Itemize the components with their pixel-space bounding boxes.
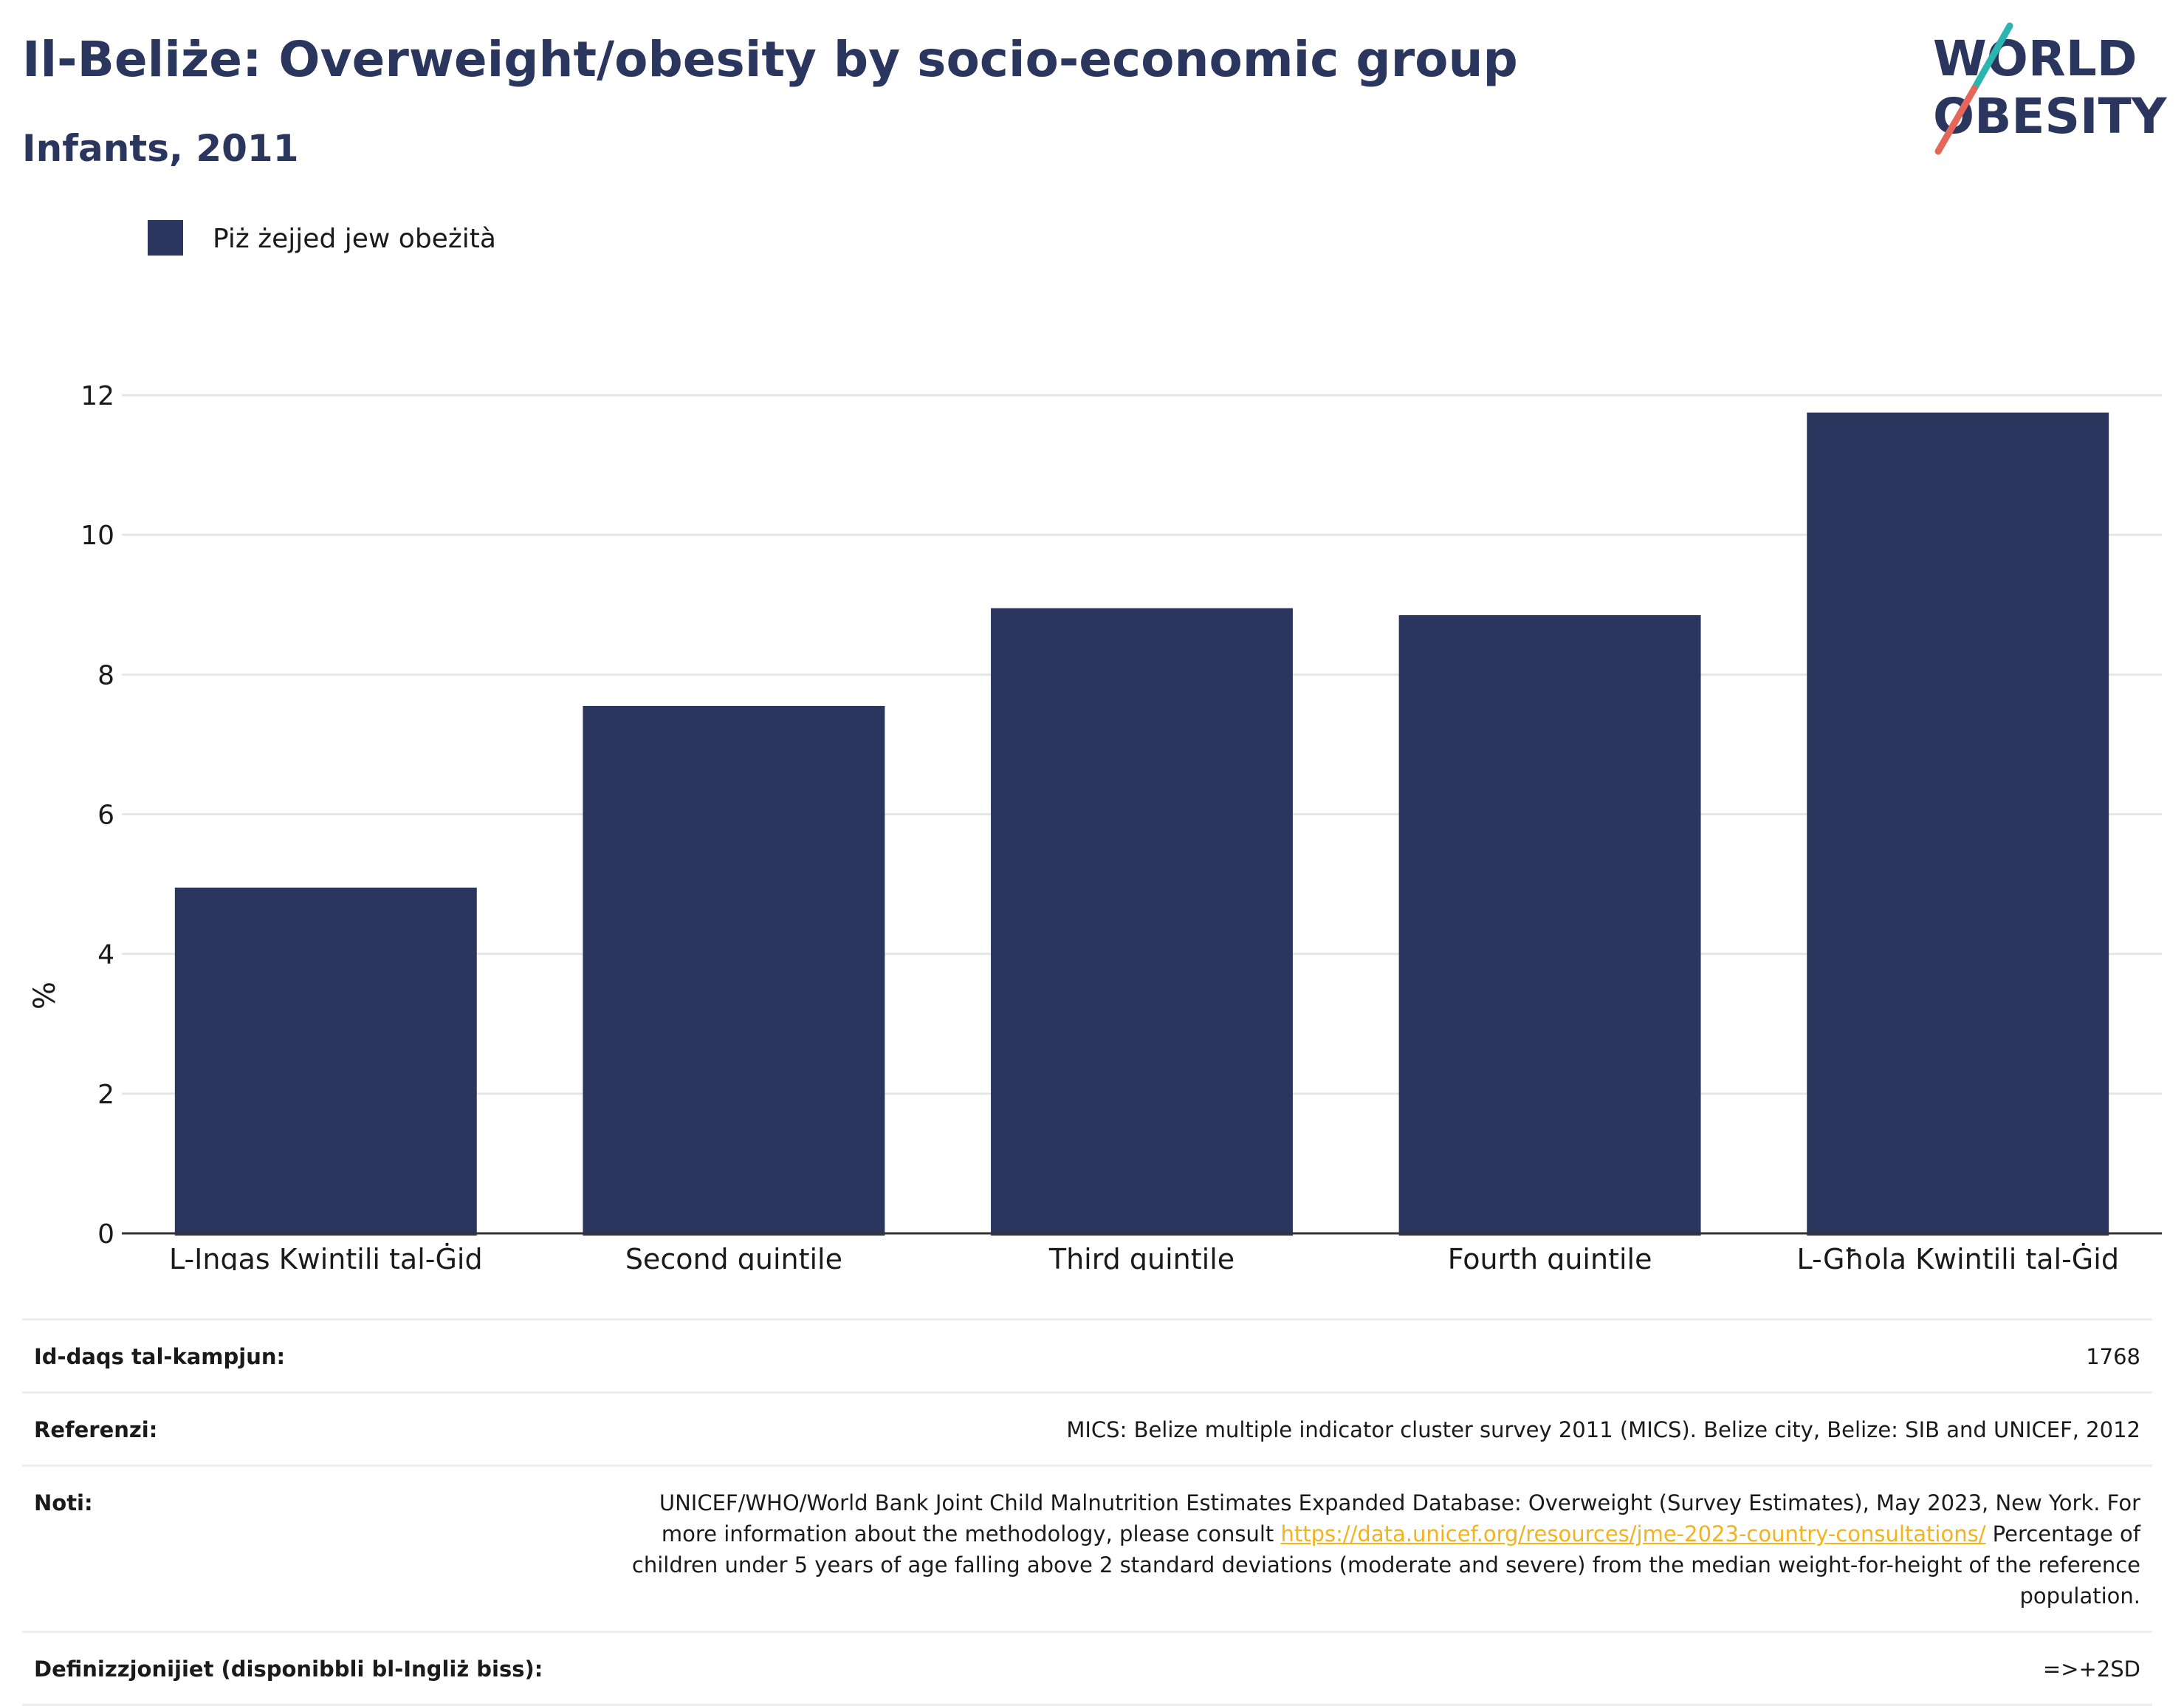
legend-swatch bbox=[148, 220, 183, 256]
notes-value: UNICEF/WHO/World Bank Joint Child Malnut… bbox=[619, 1487, 2140, 1611]
bar[interactable] bbox=[1807, 412, 2109, 1236]
bar[interactable] bbox=[991, 608, 1293, 1236]
x-tick-label: L-Inqas Kwintili tal-Ġid bbox=[169, 1243, 483, 1270]
bar[interactable] bbox=[174, 887, 477, 1236]
y-tick-label: 4 bbox=[97, 940, 114, 970]
references-value: MICS: Belize multiple indicator cluster … bbox=[1066, 1417, 2140, 1442]
y-tick-label: 8 bbox=[97, 660, 114, 691]
definitions-label: Definizzjonijiet (disponibbli bl-Ingliż … bbox=[34, 1657, 543, 1682]
definitions-row: Definizzjonijiet (disponibbli bl-Ingliż … bbox=[22, 1631, 2152, 1706]
sample-size-row: Id-daqs tal-kampjun: 1768 bbox=[22, 1318, 2152, 1391]
sample-size-label: Id-daqs tal-kampjun: bbox=[34, 1344, 286, 1369]
notes-text-after: Percentage of children under 5 years of … bbox=[631, 1521, 2140, 1609]
chart-title: Il-Beliże: Overweight/obesity by socio-e… bbox=[22, 31, 1518, 88]
y-tick-label: 6 bbox=[97, 801, 114, 831]
x-tick-label: Third quintile bbox=[1048, 1243, 1234, 1270]
legend: Piż żejjed jew obeżità bbox=[148, 220, 496, 256]
bar[interactable] bbox=[1398, 614, 1701, 1236]
logo-slash-top bbox=[1971, 22, 2013, 92]
methodology-link[interactable]: https://data.unicef.org/resources/jme-20… bbox=[1280, 1521, 1986, 1546]
sample-size-value: 1768 bbox=[2086, 1344, 2140, 1369]
y-axis-ticks: 0 2 4 6 8 10 12 bbox=[80, 381, 114, 1250]
world-obesity-logo: WORLD OBESITY bbox=[1933, 22, 2168, 155]
logo-slash-bottom bbox=[1934, 85, 1978, 155]
bar-chart: Piż żejjed jew obeżità % 0 2 4 6 8 10 12 L-Inq… bbox=[28, 220, 2162, 1270]
y-tick-label: 2 bbox=[97, 1080, 114, 1110]
info-table: Id-daqs tal-kampjun: 1768 Referenzi: MIC… bbox=[22, 1318, 2152, 1706]
legend-label: Piż żejjed jew obeżità bbox=[213, 224, 496, 254]
y-tick-label: 10 bbox=[80, 521, 114, 551]
logo-line1: WORLD bbox=[1933, 30, 2137, 87]
definitions-value: =>+2SD bbox=[2042, 1657, 2140, 1682]
notes-text-before: UNICEF/WHO/World Bank Joint Child Malnut… bbox=[659, 1490, 2140, 1546]
y-tick-label: 12 bbox=[80, 381, 114, 411]
x-tick-label: L-Għola Kwintili tal-Ġid bbox=[1796, 1243, 2119, 1270]
notes-row: Noti: UNICEF/WHO/World Bank Joint Child … bbox=[22, 1465, 2152, 1631]
y-tick-label: 0 bbox=[97, 1219, 114, 1250]
notes-label: Noti: bbox=[34, 1490, 93, 1515]
y-axis-title: % bbox=[28, 982, 62, 1010]
x-axis-labels: L-Inqas Kwintili tal-Ġid Second quintile T… bbox=[169, 1243, 2119, 1270]
x-tick-label: Fourth quintile bbox=[1448, 1243, 1652, 1270]
x-tick-label: Second quintile bbox=[625, 1243, 842, 1270]
references-label: Referenzi: bbox=[34, 1417, 158, 1442]
bar[interactable] bbox=[583, 705, 885, 1236]
chart-subtitle: Infants, 2011 bbox=[22, 127, 299, 170]
bars bbox=[174, 412, 2109, 1236]
references-row: Referenzi: MICS: Belize multiple indicat… bbox=[22, 1391, 2152, 1465]
